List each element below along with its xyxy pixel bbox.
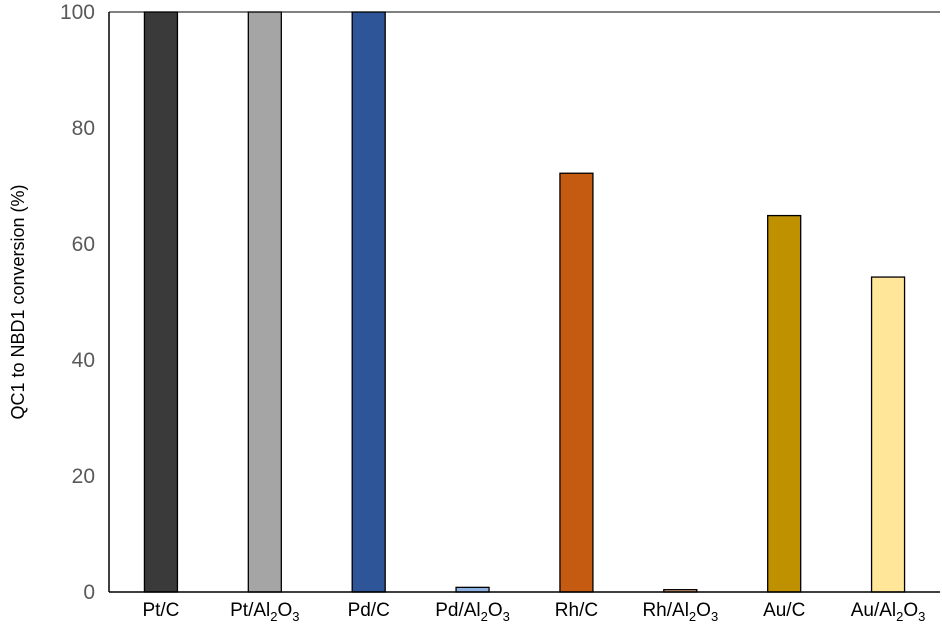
x-tick-subscript: 2 xyxy=(270,609,277,624)
x-tick-label: Pd/C xyxy=(348,600,390,621)
bar xyxy=(247,11,282,593)
bar xyxy=(351,11,386,593)
x-tick-text: Au/Al xyxy=(851,600,896,621)
bar xyxy=(143,11,179,593)
y-axis-label: QC1 to NBD1 conversion (%) xyxy=(8,184,28,419)
x-tick-subscript: 3 xyxy=(918,609,925,624)
x-tick-label: Pd/Al2O3 xyxy=(435,600,510,624)
x-tick-subscript: 3 xyxy=(292,609,299,624)
x-tick-label: Pt/Al2O3 xyxy=(230,600,299,624)
x-tick-label: Rh/C xyxy=(555,600,598,621)
x-tick-text: Pt/Al xyxy=(230,600,270,621)
x-tick-text: Rh/Al xyxy=(642,600,688,621)
x-tick-text: O xyxy=(277,600,292,621)
x-tick-text: O xyxy=(903,600,918,621)
y-tick-label: 100 xyxy=(60,1,95,24)
x-tick-label: Au/Al2O3 xyxy=(851,600,926,624)
x-tick-text: O xyxy=(696,600,711,621)
y-tick-label: 20 xyxy=(72,465,95,488)
x-tick-label: Au/C xyxy=(763,600,805,621)
bar xyxy=(870,276,906,593)
x-tick-text: Pt/C xyxy=(142,600,179,621)
x-tick-text: Pd/Al xyxy=(435,600,480,621)
y-tick-label: 0 xyxy=(83,581,95,604)
x-tick-label: Rh/Al2O3 xyxy=(642,600,718,624)
bar xyxy=(559,172,594,593)
x-tick-label: Pt/C xyxy=(142,600,179,621)
x-tick-subscript: 2 xyxy=(896,609,903,624)
x-tick-subscript: 3 xyxy=(503,609,510,624)
x-tick-subscript: 2 xyxy=(689,609,696,624)
x-tick-subscript: 2 xyxy=(481,609,488,624)
bar xyxy=(767,214,802,593)
x-tick-text: Au/C xyxy=(763,600,805,621)
x-tick-text: Rh/C xyxy=(555,600,598,621)
x-tick-subscript: 3 xyxy=(711,609,718,624)
y-tick-label: 80 xyxy=(72,117,95,140)
y-tick-label: 60 xyxy=(72,233,95,256)
y-tick-label: 40 xyxy=(72,349,95,372)
x-tick-text: Pd/C xyxy=(348,600,390,621)
x-tick-text: O xyxy=(488,600,503,621)
